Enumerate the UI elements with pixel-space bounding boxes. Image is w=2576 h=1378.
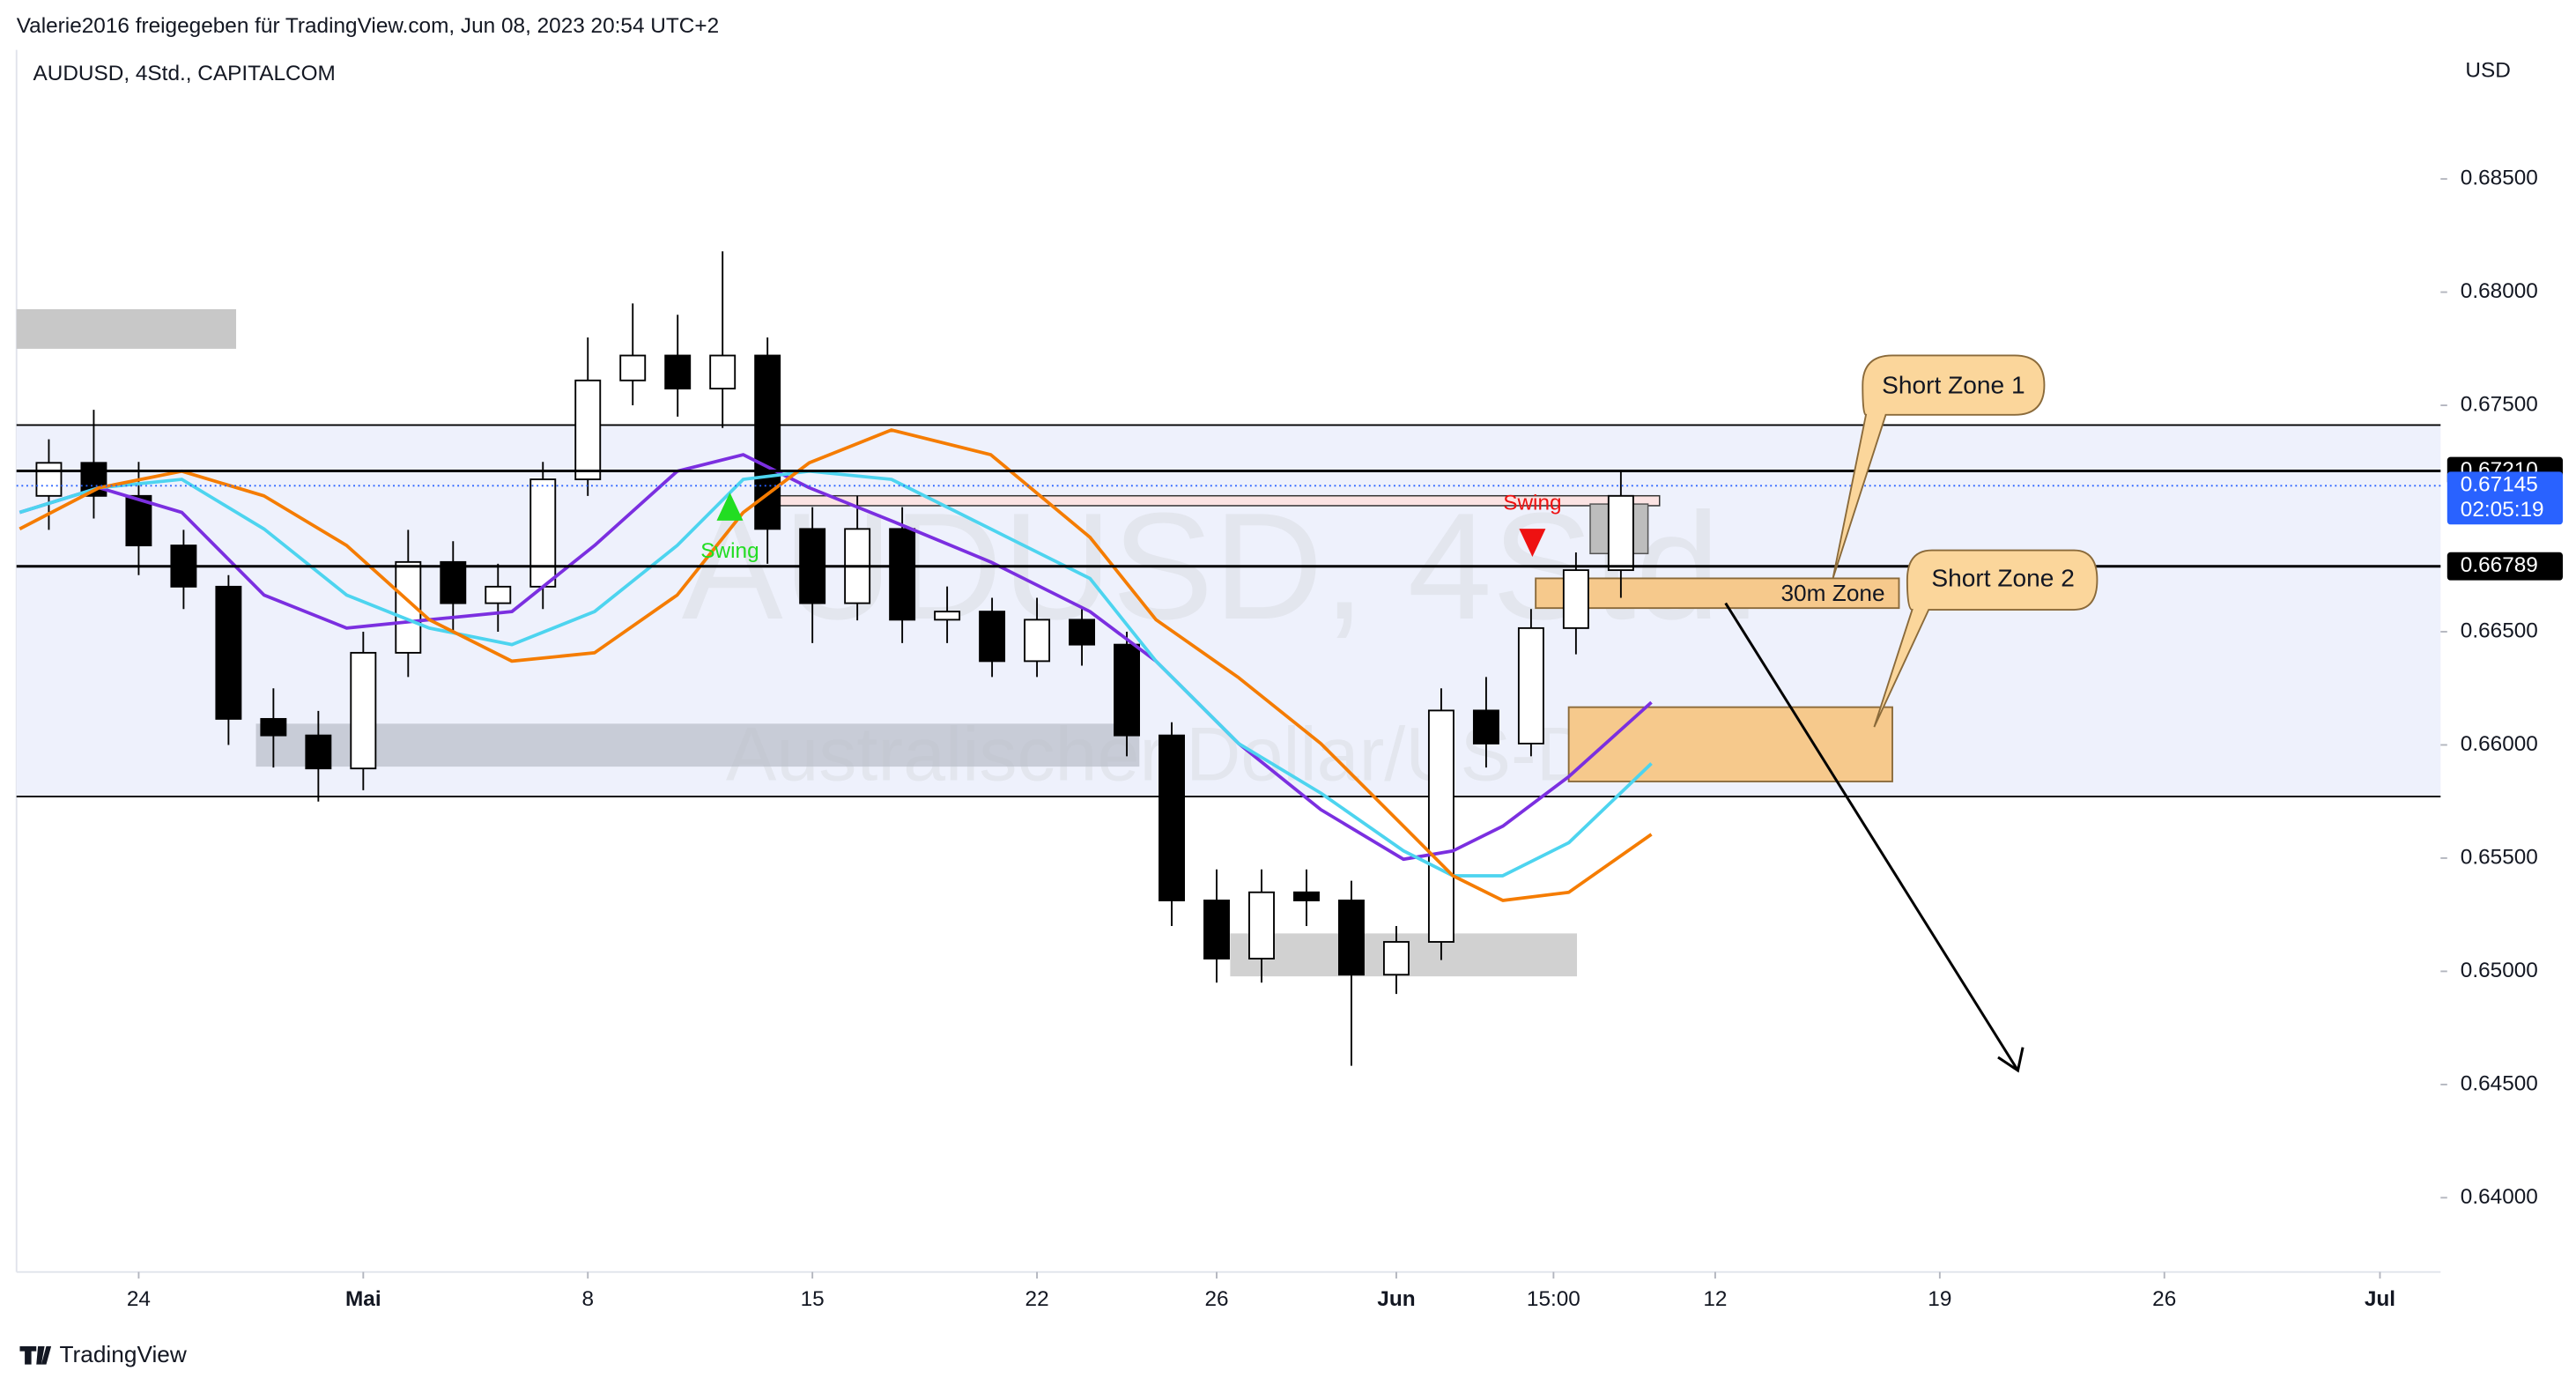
candle-body <box>529 478 557 588</box>
candle-body <box>350 651 377 770</box>
candle-body <box>260 717 287 737</box>
callout-label: Short Zone 2 <box>1931 565 2075 592</box>
x-tick-label: Jun <box>1377 1287 1415 1311</box>
candle-body <box>889 528 916 621</box>
candle-body <box>1607 494 1634 572</box>
candle-body <box>1069 619 1096 646</box>
zone-box <box>1567 706 1893 782</box>
candle-body <box>485 585 512 604</box>
symbol: AUDUSD, 4Std., CAPITALCOM <box>33 62 335 85</box>
swing-label: Swing <box>700 539 759 563</box>
candle-body <box>1472 709 1499 745</box>
swing-label: Swing <box>1503 492 1561 515</box>
candle-body <box>1024 619 1051 663</box>
drawing-box <box>255 723 1140 767</box>
candle-body <box>1248 891 1275 959</box>
swing-arrow <box>1519 529 1546 558</box>
candle-body <box>215 585 242 720</box>
callout <box>1832 354 2046 579</box>
y-tick-label: 0.65500 <box>2461 845 2538 869</box>
candle-body <box>1158 734 1185 901</box>
candle-body <box>1203 900 1230 959</box>
candle-body <box>574 379 602 480</box>
x-tick-label: 24 <box>127 1287 151 1311</box>
candle-body <box>664 354 692 389</box>
zone-label: 30m Zone <box>1780 580 1884 606</box>
candle-body <box>934 611 961 621</box>
candle-body <box>979 611 1006 663</box>
drawing-box <box>16 308 237 349</box>
y-tick-label: 0.66000 <box>2461 732 2538 756</box>
swing-arrow <box>716 492 744 521</box>
x-tick-label: Jul <box>2365 1287 2395 1311</box>
shared-by: Valerie2016 freigegeben für TradingView.… <box>17 14 719 38</box>
moving-average <box>19 469 1653 878</box>
y-tick-label: 0.68000 <box>2461 279 2538 303</box>
candle-body <box>1517 626 1544 745</box>
candle-body <box>1562 569 1589 629</box>
candle-body <box>1427 709 1455 943</box>
y-tick-label: 0.64500 <box>2461 1071 2538 1095</box>
candle-body <box>1382 941 1410 976</box>
callout <box>1873 549 2099 728</box>
arrow <box>1724 602 2019 1071</box>
candle-body <box>1293 891 1320 901</box>
candle-body <box>619 354 647 382</box>
x-tick-label: 15 <box>801 1287 825 1311</box>
callout-label: Short Zone 1 <box>1882 371 2025 398</box>
price-tag-label: 0.66789 <box>2461 553 2538 577</box>
y-tick-label: 0.66500 <box>2461 619 2538 642</box>
candle-body <box>35 462 63 497</box>
y-tick-label: 0.68500 <box>2461 167 2538 190</box>
candle-body <box>1338 900 1365 976</box>
price-tag <box>2446 471 2564 525</box>
zone-box <box>1535 577 1900 610</box>
y-tick-label: 0.65000 <box>2461 959 2538 982</box>
candle-body <box>1114 643 1141 737</box>
arrow-head <box>1997 1047 2025 1073</box>
x-tick-label: 26 <box>2152 1287 2176 1311</box>
brand: TradingView <box>59 1341 187 1367</box>
price-tag-label: 0.67145 <box>2461 473 2538 497</box>
x-tick-label: 19 <box>1928 1287 1951 1311</box>
x-tick-label: 12 <box>1703 1287 1727 1311</box>
candle-body <box>709 354 737 389</box>
candle-body <box>754 354 781 530</box>
x-tick-label: 26 <box>1204 1287 1228 1311</box>
price-tag <box>2446 552 2564 581</box>
brand-logo <box>19 1345 52 1365</box>
moving-average <box>19 428 1653 902</box>
candle-body <box>305 734 332 770</box>
x-tick-label: 8 <box>581 1287 594 1311</box>
x-tick-label: 22 <box>1025 1287 1049 1311</box>
moving-average <box>19 453 1653 862</box>
y-tick-label: 0.64000 <box>2461 1185 2538 1209</box>
x-tick-label: Mai <box>345 1287 381 1311</box>
candle-body <box>440 560 467 604</box>
currency: USD <box>2465 58 2510 82</box>
x-tick-label: 15:00 <box>1527 1287 1580 1311</box>
y-tick-label: 0.67500 <box>2461 392 2538 416</box>
candle-body <box>125 494 152 547</box>
price-tag-countdown: 02:05:19 <box>2461 498 2544 522</box>
